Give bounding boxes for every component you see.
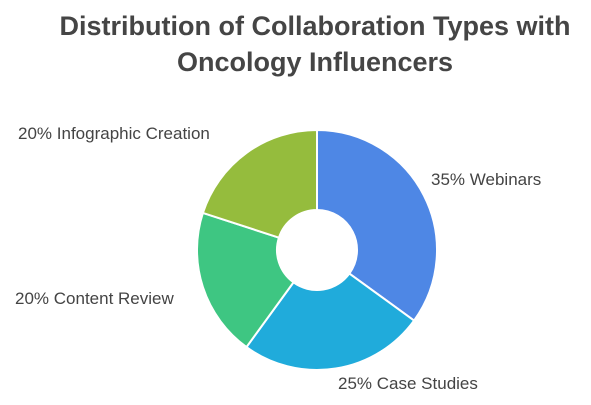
slice-label: 20% Content Review bbox=[15, 289, 174, 308]
chart-title: Distribution of Collaboration Types with… bbox=[59, 11, 571, 77]
slice-percent: 35% bbox=[431, 170, 465, 189]
slice-name: Webinars bbox=[470, 170, 542, 189]
slice-label: 20% Infographic Creation bbox=[18, 124, 210, 143]
slice-percent: 20% bbox=[18, 124, 52, 143]
slice-label: 35% Webinars bbox=[431, 170, 541, 189]
donut-slice bbox=[245, 272, 416, 371]
donut-slice bbox=[316, 128, 438, 322]
donut-slice bbox=[201, 128, 318, 239]
slice-label: 25% Case Studies bbox=[338, 374, 478, 393]
slice-percent: 25% bbox=[338, 374, 372, 393]
slice-name: Infographic Creation bbox=[57, 124, 210, 143]
slice-percent: 20% bbox=[15, 289, 49, 308]
slice-name: Content Review bbox=[54, 289, 175, 308]
slice-name: Case Studies bbox=[377, 374, 478, 393]
donut-slice bbox=[196, 211, 295, 349]
